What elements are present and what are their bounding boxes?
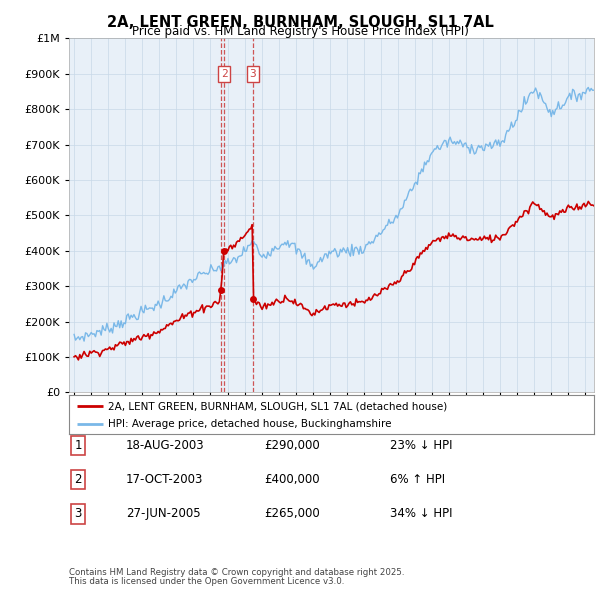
Text: 3: 3 [74, 507, 82, 520]
Text: Price paid vs. HM Land Registry's House Price Index (HPI): Price paid vs. HM Land Registry's House … [131, 25, 469, 38]
Text: 3: 3 [250, 69, 256, 78]
Text: 2A, LENT GREEN, BURNHAM, SLOUGH, SL1 7AL (detached house): 2A, LENT GREEN, BURNHAM, SLOUGH, SL1 7AL… [109, 401, 448, 411]
Text: £265,000: £265,000 [264, 507, 320, 520]
Text: 27-JUN-2005: 27-JUN-2005 [126, 507, 200, 520]
Text: 23% ↓ HPI: 23% ↓ HPI [390, 439, 452, 452]
Text: 34% ↓ HPI: 34% ↓ HPI [390, 507, 452, 520]
Text: 1: 1 [74, 439, 82, 452]
Text: HPI: Average price, detached house, Buckinghamshire: HPI: Average price, detached house, Buck… [109, 419, 392, 429]
Text: £290,000: £290,000 [264, 439, 320, 452]
Text: 17-OCT-2003: 17-OCT-2003 [126, 473, 203, 486]
Text: 18-AUG-2003: 18-AUG-2003 [126, 439, 205, 452]
Text: This data is licensed under the Open Government Licence v3.0.: This data is licensed under the Open Gov… [69, 578, 344, 586]
Text: 2A, LENT GREEN, BURNHAM, SLOUGH, SL1 7AL: 2A, LENT GREEN, BURNHAM, SLOUGH, SL1 7AL [107, 15, 493, 30]
Text: 2: 2 [221, 69, 227, 78]
Text: £400,000: £400,000 [264, 473, 320, 486]
Text: 6% ↑ HPI: 6% ↑ HPI [390, 473, 445, 486]
Text: Contains HM Land Registry data © Crown copyright and database right 2025.: Contains HM Land Registry data © Crown c… [69, 568, 404, 577]
Text: 2: 2 [74, 473, 82, 486]
